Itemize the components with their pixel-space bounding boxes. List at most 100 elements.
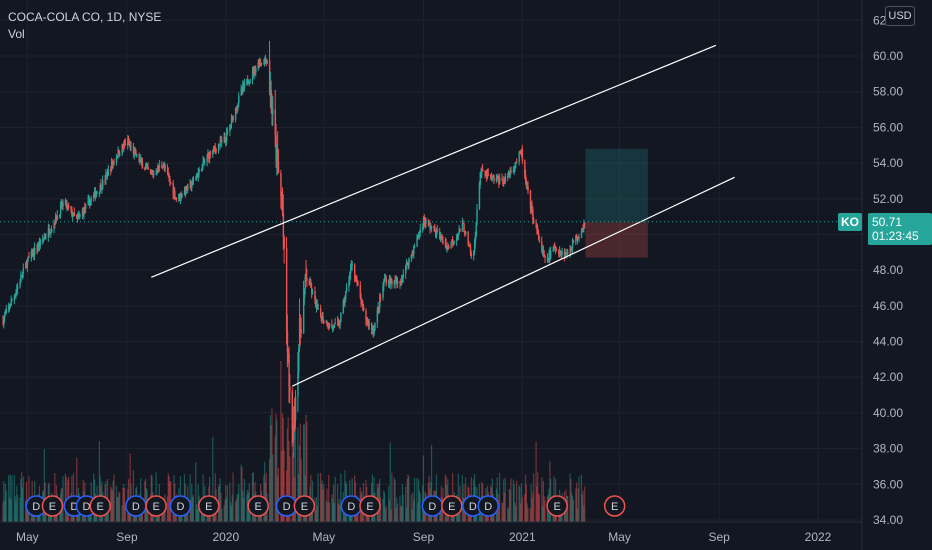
- event-letter: E: [611, 501, 618, 513]
- candle-body: [192, 180, 195, 182]
- dividend-marker[interactable]: D: [275, 495, 298, 517]
- earnings-marker[interactable]: E: [247, 495, 269, 517]
- candle-body: [325, 321, 328, 323]
- candle-body: [8, 306, 11, 308]
- candle-body: [127, 140, 129, 146]
- candle-body: [390, 279, 392, 281]
- candle-body: [185, 186, 187, 194]
- candle-body: [503, 180, 506, 183]
- candle-body: [406, 262, 409, 266]
- dividend-marker[interactable]: D: [340, 495, 363, 517]
- candle-body: [82, 211, 85, 215]
- price-tick-label: 34.00: [873, 513, 903, 527]
- price-tick-label: 60.00: [873, 49, 903, 63]
- volume-bar: [223, 505, 225, 522]
- candle-body: [269, 90, 272, 92]
- dividend-marker[interactable]: D: [169, 495, 192, 517]
- candle-body: [118, 150, 120, 156]
- time-axis[interactable]: May Sep 2020 May Sep 2021 May Sep 2022: [0, 521, 862, 544]
- candle-body: [153, 173, 155, 176]
- event-letter: D: [32, 501, 40, 513]
- volume-bar: [280, 360, 282, 522]
- candle-body: [95, 193, 97, 198]
- volume-bar: [292, 452, 294, 522]
- candle-body: [479, 173, 481, 185]
- currency-button[interactable]: USD: [885, 6, 915, 26]
- candle-body: [19, 282, 21, 287]
- dividend-marker[interactable]: D: [421, 495, 444, 517]
- candle-body: [106, 173, 108, 175]
- earnings-marker[interactable]: E: [441, 495, 463, 517]
- candle-body: [5, 309, 8, 314]
- candle-body: [354, 264, 356, 277]
- volume-bar: [167, 473, 169, 522]
- earnings-marker[interactable]: E: [293, 495, 316, 517]
- volume-bar: [407, 474, 409, 522]
- candle-body: [48, 228, 50, 234]
- volume-bar: [276, 419, 278, 522]
- event-letter: D: [484, 501, 492, 513]
- candle-body: [333, 323, 336, 328]
- volume-bar: [394, 480, 396, 522]
- earnings-marker[interactable]: E: [41, 495, 64, 517]
- volume-bar: [521, 496, 523, 522]
- candle-body: [576, 238, 579, 241]
- candle-body: [343, 300, 345, 303]
- candle-body: [572, 240, 575, 243]
- candle-body: [3, 318, 5, 325]
- volume-bar: [541, 477, 543, 522]
- price-axis[interactable]: 34.00 36.00 38.00 40.00 42.00 44.00 46.00 48.00…: [861, 0, 903, 550]
- volume-bar: [191, 484, 193, 522]
- symbol-title[interactable]: COCA-COLA CO, 1D, NYSE: [8, 10, 162, 24]
- candle-body: [201, 164, 204, 172]
- candle-body: [140, 159, 142, 161]
- event-letter: D: [469, 501, 477, 513]
- candle-body: [147, 166, 149, 170]
- volume-bar: [334, 476, 336, 522]
- dividend-marker[interactable]: D: [477, 495, 500, 517]
- candle-body: [434, 226, 436, 232]
- candle-body: [332, 326, 335, 328]
- candle-body: [13, 296, 16, 301]
- volume-bar: [416, 478, 418, 522]
- candle-body: [73, 212, 76, 216]
- candle-body: [204, 161, 206, 163]
- dividend-marker[interactable]: D: [125, 495, 147, 517]
- volume-bar: [311, 506, 313, 522]
- earnings-marker[interactable]: E: [359, 495, 381, 517]
- candle-body: [123, 143, 126, 145]
- candle-body: [451, 239, 453, 243]
- candle-body: [104, 180, 106, 182]
- volume-legend[interactable]: Vol: [8, 27, 25, 41]
- event-letter: E: [553, 501, 560, 513]
- candle-body: [345, 291, 347, 299]
- candle-body: [169, 178, 171, 183]
- candle-body: [9, 305, 12, 307]
- earnings-marker[interactable]: E: [546, 495, 568, 517]
- earnings-marker[interactable]: E: [603, 495, 626, 517]
- volume-bar: [582, 490, 584, 522]
- time-tick-label: 2021: [509, 530, 536, 544]
- candle-body: [122, 145, 124, 148]
- earnings-marker[interactable]: E: [145, 495, 167, 517]
- candle-body: [263, 63, 265, 65]
- event-circle: [477, 495, 500, 517]
- candle-body: [152, 173, 154, 176]
- candle-body: [225, 139, 227, 142]
- long-position-tool[interactable]: [585, 148, 648, 258]
- earnings-marker[interactable]: E: [198, 495, 220, 517]
- volume-bar: [16, 485, 18, 522]
- candle-body: [195, 178, 197, 181]
- earnings-marker[interactable]: E: [89, 495, 111, 517]
- volume-bar: [281, 451, 283, 522]
- candle-body: [580, 230, 583, 239]
- event-circle: [89, 495, 111, 517]
- candle-body: [252, 69, 255, 74]
- trend-channel[interactable]: [151, 44, 735, 387]
- volume-bar: [503, 479, 505, 522]
- candle-body: [241, 88, 243, 91]
- candle-body: [322, 316, 324, 322]
